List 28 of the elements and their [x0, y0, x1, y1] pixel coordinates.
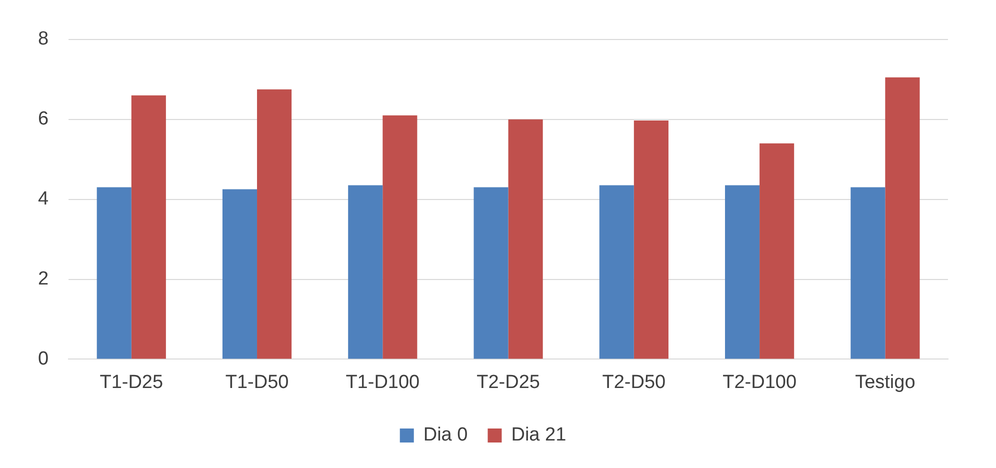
y-tick-label: 0	[38, 348, 49, 370]
bar	[474, 187, 508, 359]
y-tick-label: 6	[38, 108, 49, 130]
x-tick-label: T1-D25	[100, 372, 164, 393]
bar	[508, 119, 543, 359]
bar	[850, 187, 886, 359]
bar	[382, 115, 418, 359]
x-tick-label: T1-D50	[225, 372, 289, 393]
bar	[257, 89, 292, 359]
bar	[725, 185, 760, 359]
y-tick-label: 8	[38, 28, 49, 50]
y-tick-label: 4	[38, 188, 49, 210]
bar	[599, 185, 634, 359]
legend-label: Dia 0	[423, 424, 468, 446]
legend-label: Dia 21	[511, 424, 566, 446]
bar	[760, 143, 794, 359]
x-tick-label: T1-D100	[346, 372, 420, 393]
bar	[634, 120, 668, 359]
bar	[348, 185, 383, 359]
x-tick-label: T2-D50	[602, 372, 666, 393]
x-tick-label: T2-D100	[722, 372, 797, 393]
bar	[96, 187, 132, 359]
x-tick-label: T2-D25	[476, 372, 540, 393]
bar	[222, 189, 258, 359]
x-tick-label: Testigo	[855, 372, 916, 393]
bar	[885, 77, 920, 359]
y-tick-label: 2	[38, 268, 49, 290]
bar	[131, 95, 166, 359]
